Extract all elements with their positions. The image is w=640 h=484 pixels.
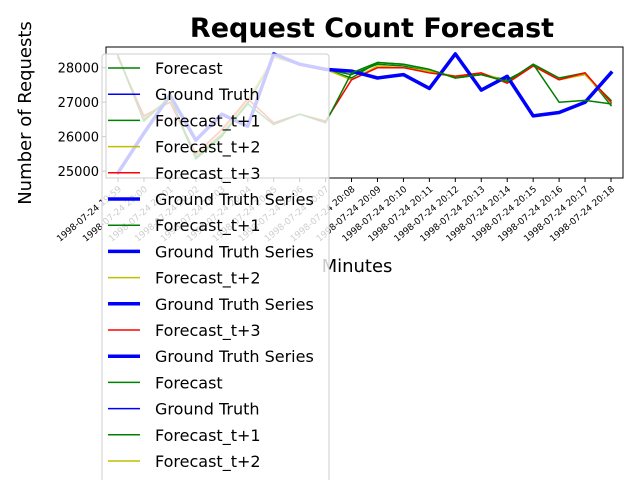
legend-label: Forecast_t+3 bbox=[155, 164, 261, 184]
legend-label: Forecast bbox=[155, 373, 223, 392]
y-tick-label: 27000 bbox=[58, 96, 99, 111]
legend-label: Ground Truth bbox=[155, 400, 260, 419]
y-axis-ticks: 25000 26000 27000 28000 bbox=[58, 62, 106, 180]
legend-label: Ground Truth Series bbox=[155, 295, 314, 314]
legend-label: Forecast bbox=[155, 59, 223, 78]
legend-label: Forecast_t+1 bbox=[155, 111, 261, 131]
chart-title: Request Count Forecast bbox=[190, 13, 554, 44]
legend-box bbox=[101, 53, 330, 484]
legend-label: Ground Truth Series bbox=[155, 190, 314, 209]
y-axis-label: Number of Requests bbox=[15, 21, 36, 205]
legend-label: Forecast_t+1 bbox=[155, 426, 261, 446]
legend-label: Ground Truth Series bbox=[155, 347, 314, 366]
x-axis-label: Minutes bbox=[322, 256, 393, 277]
legend-label: Ground Truth Series bbox=[155, 242, 314, 261]
y-tick-label: 26000 bbox=[58, 131, 99, 146]
legend-label: Forecast_t+3 bbox=[155, 321, 261, 341]
legend-label: Forecast_t+2 bbox=[155, 138, 261, 158]
legend: Forecast Ground Truth Forecast_t+1 Forecast… bbox=[101, 53, 330, 484]
legend-label: Forecast_t+2 bbox=[155, 452, 261, 472]
y-tick-label: 25000 bbox=[58, 165, 99, 180]
legend-label: Ground Truth bbox=[155, 85, 260, 104]
legend-label: Forecast_t+2 bbox=[155, 269, 261, 289]
y-tick-label: 28000 bbox=[58, 62, 99, 77]
legend-label: Forecast_t+1 bbox=[155, 216, 261, 236]
